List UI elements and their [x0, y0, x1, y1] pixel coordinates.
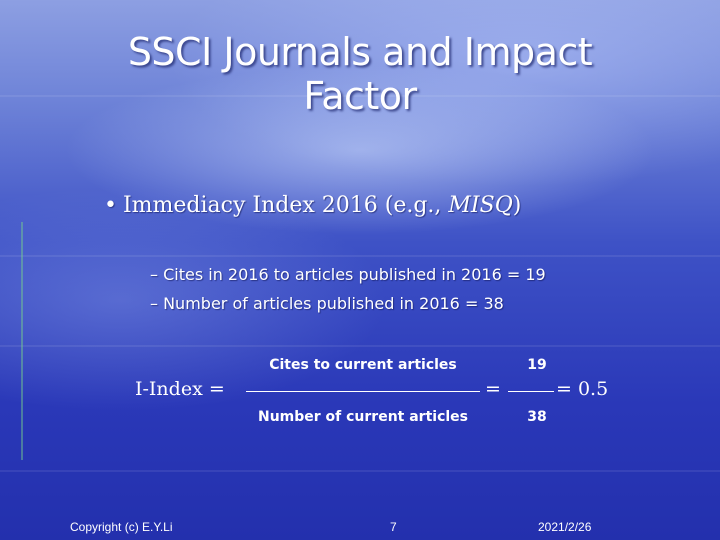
equation-result: = 0.5: [556, 378, 609, 400]
fraction-bar-value: [508, 391, 554, 392]
slide-title: SSCI Journals and Impact Factor: [0, 30, 720, 118]
background-wave: [0, 255, 720, 257]
background-wave: [0, 470, 720, 472]
equation-num-value: 19: [527, 357, 547, 373]
decorative-vertical-line: [21, 222, 23, 460]
footer-copyright: Copyright (c) E.Y.Li: [70, 520, 173, 534]
equation-numerator: Cites to current articles: [269, 357, 457, 373]
equation-den-value: 38: [527, 409, 547, 425]
fraction-bar: [246, 391, 480, 392]
bullet-marker: •: [104, 193, 117, 218]
sub-item-articles: – Number of articles published in 2016 =…: [150, 294, 504, 313]
equation-label: I-Index =: [135, 378, 225, 400]
title-line-2: Factor: [303, 74, 417, 118]
bullet-text: Immediacy Index 2016 (e.g.,: [122, 193, 449, 218]
bullet-item: • Immediacy Index 2016 (e.g., MISQ): [104, 193, 521, 218]
footer-date: 2021/2/26: [538, 520, 592, 534]
background-wave: [0, 95, 720, 97]
footer-page-number: 7: [390, 520, 397, 534]
equation-denominator: Number of current articles: [257, 409, 469, 425]
equation-equals: =: [485, 378, 501, 400]
background-wave: [0, 345, 720, 347]
title-line-1: SSCI Journals and Impact: [127, 30, 593, 74]
bullet-italic: MISQ: [448, 193, 513, 218]
sub-item-cites: – Cites in 2016 to articles published in…: [150, 265, 546, 284]
bullet-close: ): [512, 193, 522, 218]
